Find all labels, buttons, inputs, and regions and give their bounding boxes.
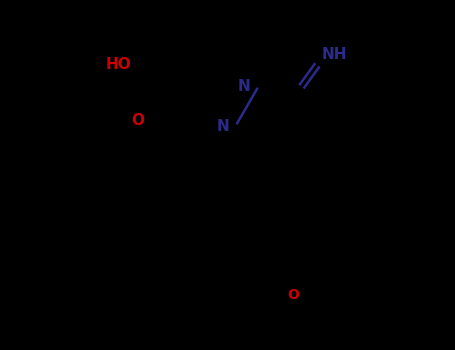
Text: O: O [288, 288, 299, 302]
Text: NH: NH [321, 47, 347, 62]
Text: O: O [131, 113, 145, 128]
Text: N: N [238, 79, 251, 94]
Text: HO: HO [106, 57, 131, 72]
Text: N: N [216, 119, 229, 134]
